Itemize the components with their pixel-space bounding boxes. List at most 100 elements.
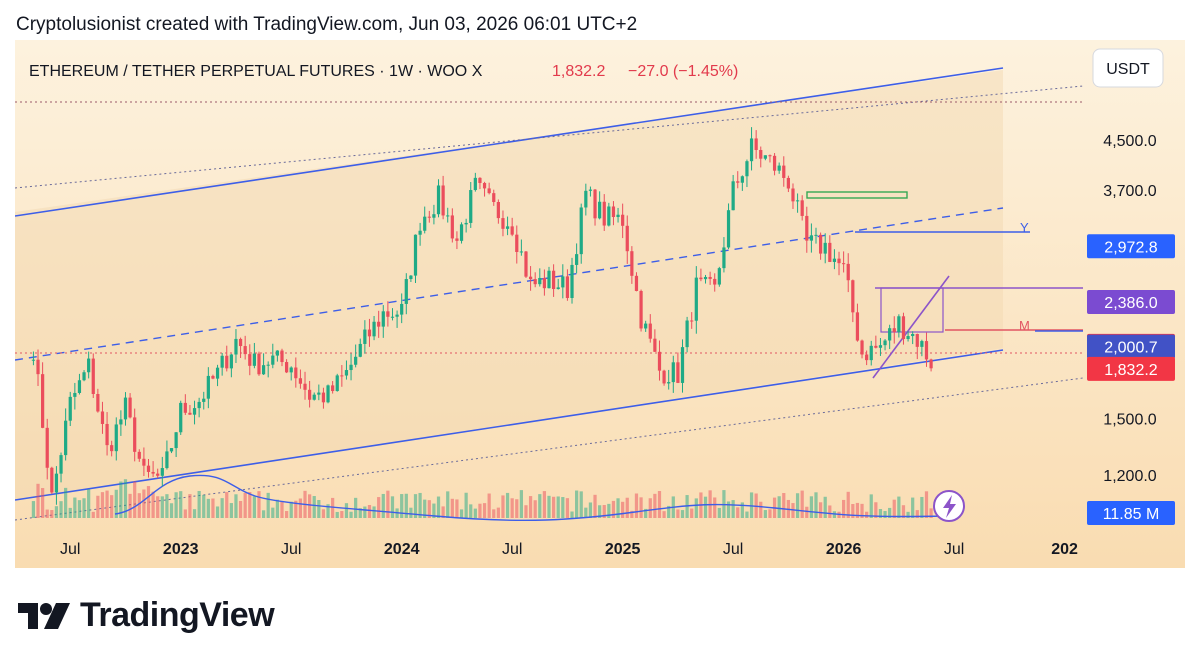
volume-bar bbox=[110, 495, 114, 518]
volume-bar bbox=[179, 491, 183, 518]
volume-bar bbox=[289, 501, 293, 518]
currency-label[interactable]: USDT bbox=[1106, 61, 1150, 78]
candle-body bbox=[390, 316, 395, 318]
candle-body bbox=[782, 165, 786, 178]
candle-body bbox=[837, 258, 841, 264]
volume-bar bbox=[423, 499, 427, 518]
volume-bar bbox=[584, 507, 588, 518]
volume-bar bbox=[510, 498, 514, 518]
volume-bar bbox=[740, 502, 744, 518]
volume-bar bbox=[602, 505, 606, 518]
last-price: 1,832.2 bbox=[552, 63, 605, 80]
candle-body bbox=[901, 316, 906, 340]
volume-bar bbox=[450, 498, 454, 518]
candle-body bbox=[133, 417, 137, 452]
volume-bar bbox=[358, 508, 362, 518]
volume-bar bbox=[404, 493, 408, 518]
volume-bar bbox=[851, 504, 855, 518]
candle-body bbox=[726, 210, 731, 248]
volume-bar bbox=[151, 491, 155, 518]
candle-body bbox=[662, 370, 666, 384]
candle-body bbox=[331, 385, 335, 392]
candle-body bbox=[354, 356, 358, 365]
candle-body bbox=[883, 340, 887, 346]
candle-body bbox=[36, 359, 40, 375]
candle-body bbox=[556, 287, 560, 290]
volume-bar bbox=[911, 497, 915, 518]
candle-body bbox=[358, 343, 362, 357]
candle-body bbox=[271, 355, 275, 365]
volume-bar bbox=[593, 494, 597, 518]
candle-body bbox=[915, 334, 919, 347]
price-chart[interactable]: Y M 4,500.0 3,700.0 1,500.0 1,200.0 2,972.8… bbox=[14, 40, 1185, 568]
time-axis[interactable]: Jul 2023 Jul 2024 Jul 2025 Jul 2026 Jul 202 bbox=[60, 541, 1078, 558]
volume-bar bbox=[828, 505, 832, 518]
time-tick-label: 2024 bbox=[384, 541, 420, 558]
volume-bar bbox=[45, 509, 49, 518]
candle-body bbox=[542, 277, 547, 289]
candle-body bbox=[68, 396, 72, 421]
lightning-icon[interactable] bbox=[933, 490, 965, 522]
candle-body bbox=[321, 392, 326, 403]
volume-bar bbox=[648, 498, 652, 518]
symbol-name: ETHEREUM / TETHER PERPETUAL FUTURES · 1W… bbox=[29, 63, 483, 80]
volume-bar bbox=[694, 498, 698, 518]
candle-body bbox=[528, 276, 533, 280]
volume-bar bbox=[73, 497, 77, 518]
volume-bar bbox=[726, 501, 731, 518]
volume-bar bbox=[146, 486, 151, 518]
volume-bar bbox=[680, 510, 685, 518]
price-tick-label: 4,500.0 bbox=[1103, 133, 1156, 150]
chart-area[interactable]: Y M 4,500.0 3,700.0 1,500.0 1,200.0 2,972.8… bbox=[14, 40, 1185, 568]
volume-bar bbox=[427, 500, 431, 518]
volume-bar bbox=[657, 491, 662, 518]
volume-bar bbox=[713, 497, 717, 518]
tradingview-logo[interactable]: TradingView bbox=[18, 596, 275, 635]
volume-bar bbox=[275, 499, 280, 518]
candle-body bbox=[717, 268, 721, 285]
candle-body bbox=[59, 455, 63, 474]
price-tag-label: 1,832.2 bbox=[1104, 362, 1157, 379]
candle-body bbox=[920, 341, 924, 347]
volume-bar bbox=[64, 487, 68, 518]
candle-body bbox=[73, 392, 77, 397]
volume-bar bbox=[860, 503, 864, 518]
volume-bar bbox=[317, 500, 321, 518]
currency-button[interactable] bbox=[1092, 48, 1164, 88]
candle-body bbox=[621, 214, 625, 226]
price-axis[interactable]: 4,500.0 3,700.0 1,500.0 1,200.0 bbox=[1103, 133, 1156, 485]
price-tag bbox=[1087, 356, 1175, 381]
volume-bar bbox=[878, 509, 883, 518]
volume-bar bbox=[805, 506, 809, 518]
volume-bar bbox=[436, 496, 441, 518]
volume-bar bbox=[77, 500, 82, 518]
candle-body bbox=[911, 334, 915, 337]
volume-bar bbox=[36, 483, 40, 518]
volume-bar bbox=[496, 507, 500, 518]
volume-bar bbox=[924, 491, 929, 518]
price-tick-label: 3,700.0 bbox=[1103, 183, 1156, 200]
price-tick-label: 1,500.0 bbox=[1103, 412, 1156, 429]
channel-fill bbox=[15, 70, 1003, 500]
candle-body bbox=[160, 468, 164, 476]
yearly-annotation: Y bbox=[1020, 220, 1029, 235]
candle-body bbox=[123, 397, 128, 420]
candle-body bbox=[630, 251, 634, 276]
volume-bar bbox=[50, 510, 54, 518]
candle-body bbox=[602, 201, 606, 226]
candle-body bbox=[519, 251, 523, 253]
candle-body bbox=[699, 277, 703, 280]
candle-body bbox=[303, 383, 307, 390]
candle-body bbox=[77, 380, 82, 393]
candle-body bbox=[257, 353, 261, 375]
candle-body bbox=[464, 222, 468, 225]
candle-body bbox=[768, 155, 772, 157]
time-tick-label: 2025 bbox=[605, 541, 641, 558]
channel-upper-line bbox=[14, 67, 1004, 217]
candlestick-series[interactable] bbox=[31, 127, 933, 505]
volume-bar bbox=[469, 504, 473, 518]
candle-body bbox=[593, 189, 597, 219]
volume-bar bbox=[215, 506, 220, 518]
candle-body bbox=[832, 258, 837, 262]
candle-body bbox=[749, 138, 754, 162]
